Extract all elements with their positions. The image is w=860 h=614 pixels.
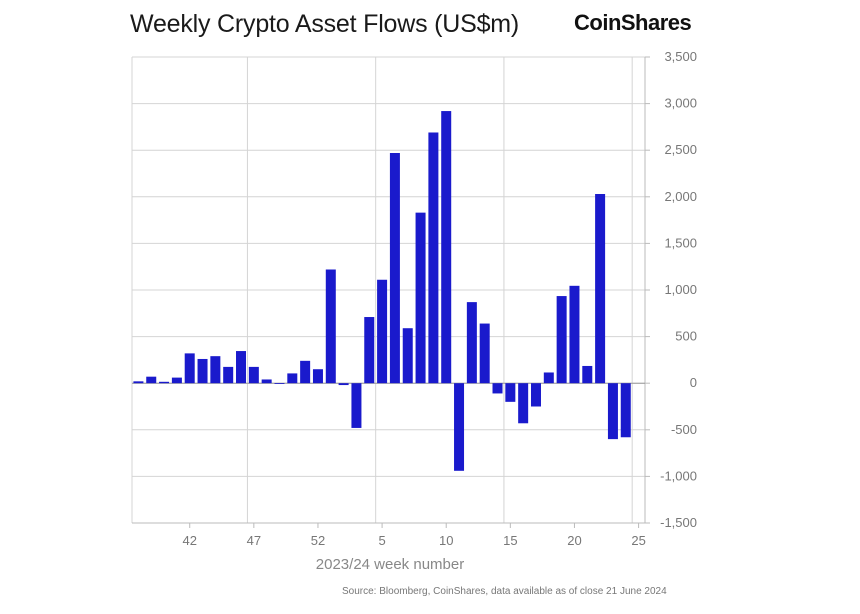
bar-week-2	[338, 383, 349, 386]
x-tick-label: 5	[378, 533, 385, 548]
bar-week-10	[441, 111, 452, 384]
x-tick-label: 52	[311, 533, 325, 548]
y-tick-label: -1,500	[660, 515, 697, 530]
x-tick-label: 25	[631, 533, 645, 548]
grid-lines	[131, 56, 646, 524]
y-tick-label: 2,500	[664, 142, 697, 157]
bar-week-21	[582, 365, 593, 384]
bar-week-14	[492, 383, 503, 394]
bar-week-13	[479, 323, 490, 384]
y-tick-label: 1,000	[664, 282, 697, 297]
y-tick-label: -500	[671, 422, 697, 437]
bar-week-52	[312, 369, 323, 384]
bar-week-49	[274, 383, 285, 384]
bar-week-43	[197, 358, 208, 384]
bar-week-46	[236, 351, 247, 384]
bar-week-23	[607, 383, 618, 440]
bar-week-24	[620, 383, 631, 438]
bar-week-15	[505, 383, 516, 402]
y-tick-label: 3,000	[664, 96, 697, 111]
y-tick-label: 1,500	[664, 235, 697, 250]
bar-week-41	[171, 377, 182, 384]
x-tick-label: 10	[439, 533, 453, 548]
x-tick-label: 20	[567, 533, 581, 548]
y-tick-label: 500	[675, 329, 697, 344]
bar-week-51	[300, 360, 311, 384]
bar-week-6	[389, 153, 400, 384]
y-axis-ticks: 3,500 3,000 2,500 2,000 1,500 1,000 500 0 -500 -1…	[645, 49, 697, 530]
x-axis-label: 2023/24 week number	[316, 556, 464, 573]
y-tick-label: 2,000	[664, 189, 697, 204]
bar-week-5	[377, 279, 388, 384]
bar-week-38	[133, 381, 144, 384]
brand-logo: CoinShares	[574, 10, 692, 35]
bar-week-7	[402, 328, 413, 384]
x-tick-label: 15	[503, 533, 517, 548]
x-axis-ticks: 42 47 52 5 10 15 20 25	[182, 523, 646, 548]
bar-week-48	[261, 379, 272, 384]
x-tick-label: 42	[182, 533, 196, 548]
bar-week-18	[543, 372, 554, 384]
bar-week-1	[325, 269, 336, 384]
bar-week-16	[518, 383, 529, 424]
bar-week-44	[210, 356, 221, 384]
bar-week-45	[223, 366, 234, 384]
y-tick-label: 0	[690, 375, 697, 390]
bar-week-39	[146, 376, 157, 384]
bar-week-50	[287, 373, 298, 384]
bar-week-8	[415, 212, 426, 384]
bar-week-47	[248, 366, 259, 384]
bar-week-40	[159, 381, 170, 384]
bar-week-3	[351, 383, 362, 428]
bar-week-22	[595, 194, 606, 384]
bar-week-20	[569, 285, 580, 384]
bar-week-12	[466, 302, 477, 384]
bar-week-11	[454, 383, 465, 471]
bar-week-17	[530, 383, 541, 407]
bar-week-19	[556, 296, 567, 384]
y-tick-label: -1,000	[660, 468, 697, 483]
x-tick-label: 47	[247, 533, 261, 548]
y-tick-label: 3,500	[664, 49, 697, 64]
bar-week-4	[364, 317, 375, 384]
source-note: Source: Bloomberg, CoinShares, data avai…	[342, 586, 667, 597]
bar-series	[133, 111, 631, 471]
bar-week-9	[428, 132, 439, 384]
bar-week-42	[184, 353, 195, 384]
chart-title: Weekly Crypto Asset Flows (US$m)	[130, 10, 520, 38]
